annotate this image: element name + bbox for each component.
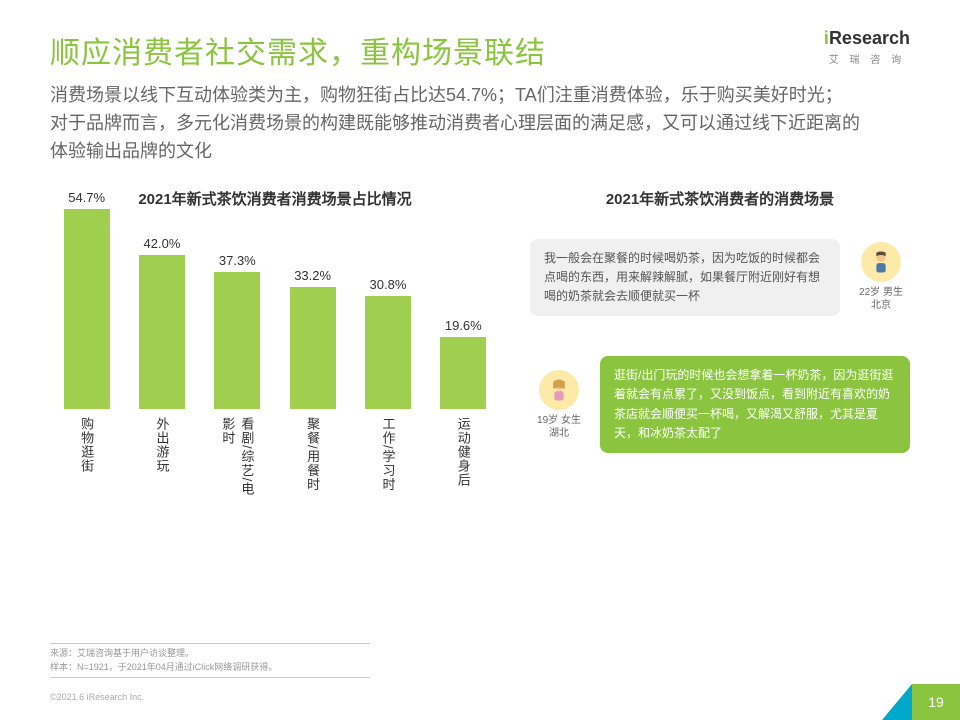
quote-block: 我一般会在聚餐的时候喝奶茶，因为吃饭的时候都会点喝的东西，用来解辣解腻，如果餐厅… <box>530 239 910 317</box>
quote-bubble: 我一般会在聚餐的时候喝奶茶，因为吃饭的时候都会点喝的东西，用来解辣解腻，如果餐厅… <box>530 239 840 317</box>
corner-accent <box>882 684 912 720</box>
logo: iResearch 艾 瑞 咨 询 <box>824 28 910 66</box>
avatar-icon <box>861 242 901 282</box>
avatar-col: 22岁 男生北京 <box>852 242 910 312</box>
page-number: 19 <box>912 684 960 720</box>
chart-panel: 2021年新式茶饮消费者消费场景占比情况 54.7% 购物逛街 42.0% 外出游玩 3… <box>50 188 500 507</box>
logo-sub: 艾 瑞 咨 询 <box>824 51 910 66</box>
bar-value: 33.2% <box>294 268 331 283</box>
bar-label: 工作/学习时 <box>378 417 397 507</box>
bar <box>365 296 411 409</box>
footnote: 来源：艾瑞咨询基于用户访谈整理。 样本：N=1921，于2021年04月通过iC… <box>50 643 370 678</box>
page-subtitle: 消费场景以线下互动体验类为主，购物狂街占比达54.7%；TA们注重消费体验，乐于… <box>50 82 860 166</box>
bar <box>214 272 260 408</box>
bar-购物逛街: 54.7% 购物逛街 <box>58 190 115 507</box>
bar-看剧/综艺/电影时: 37.3% 看剧/综艺/电影时 <box>209 253 266 506</box>
bar-value: 37.3% <box>219 253 256 268</box>
bar-value: 42.0% <box>144 236 181 251</box>
bar-value: 19.6% <box>445 318 482 333</box>
bar-label: 外出游玩 <box>152 417 171 507</box>
page-title: 顺应消费者社交需求，重构场景联结 <box>50 28 910 72</box>
copyright: ©2021.6 iResearch Inc. <box>50 692 144 702</box>
bar-label: 看剧/综艺/电影时 <box>218 417 256 507</box>
avatar-caption: 22岁 男生北京 <box>859 286 903 312</box>
bar <box>440 337 486 409</box>
bar-工作/学习时: 30.8% 工作/学习时 <box>359 277 416 507</box>
footnote-sample: 样本：N=1921，于2021年04月通过iClick网络调研获得。 <box>50 661 370 675</box>
bar-chart: 54.7%购物逛街42.0%外出游玩37.3%看剧/综艺/电影时33.2%聚餐/… <box>50 237 500 507</box>
avatar-icon <box>539 370 579 410</box>
bar-外出游玩: 42.0% 外出游玩 <box>133 236 190 507</box>
bar-聚餐/用餐时: 33.2% 聚餐/用餐时 <box>284 268 341 506</box>
bar-运动健身后: 19.6% 运动健身后 <box>435 318 492 507</box>
avatar-col: 19岁 女生湖北 <box>530 370 588 440</box>
footnote-source: 来源：艾瑞咨询基于用户访谈整理。 <box>50 647 370 661</box>
bar <box>139 255 185 409</box>
quote-bubble: 逛街/出门玩的时候也会想拿着一杯奶茶，因为逛街逛着就会有点累了，又没到饭点，看到… <box>600 356 910 453</box>
logo-brand: Research <box>829 28 910 48</box>
quotes-panel: 2021年新式茶饮消费者的消费场景 我一般会在聚餐的时候喝奶茶，因为吃饭的时候都… <box>530 188 910 507</box>
bar-value: 30.8% <box>370 277 407 292</box>
right-title: 2021年新式茶饮消费者的消费场景 <box>530 188 910 209</box>
bar <box>64 209 110 409</box>
bar <box>290 287 336 408</box>
bar-label: 聚餐/用餐时 <box>303 417 322 507</box>
chart-title: 2021年新式茶饮消费者消费场景占比情况 <box>50 188 500 209</box>
quote-block: 19岁 女生湖北逛街/出门玩的时候也会想拿着一杯奶茶，因为逛街逛着就会有点累了，… <box>530 356 910 453</box>
avatar-caption: 19岁 女生湖北 <box>537 414 581 440</box>
bar-label: 购物逛街 <box>77 417 96 507</box>
bar-label: 运动健身后 <box>454 417 473 507</box>
bar-value: 54.7% <box>68 190 105 205</box>
